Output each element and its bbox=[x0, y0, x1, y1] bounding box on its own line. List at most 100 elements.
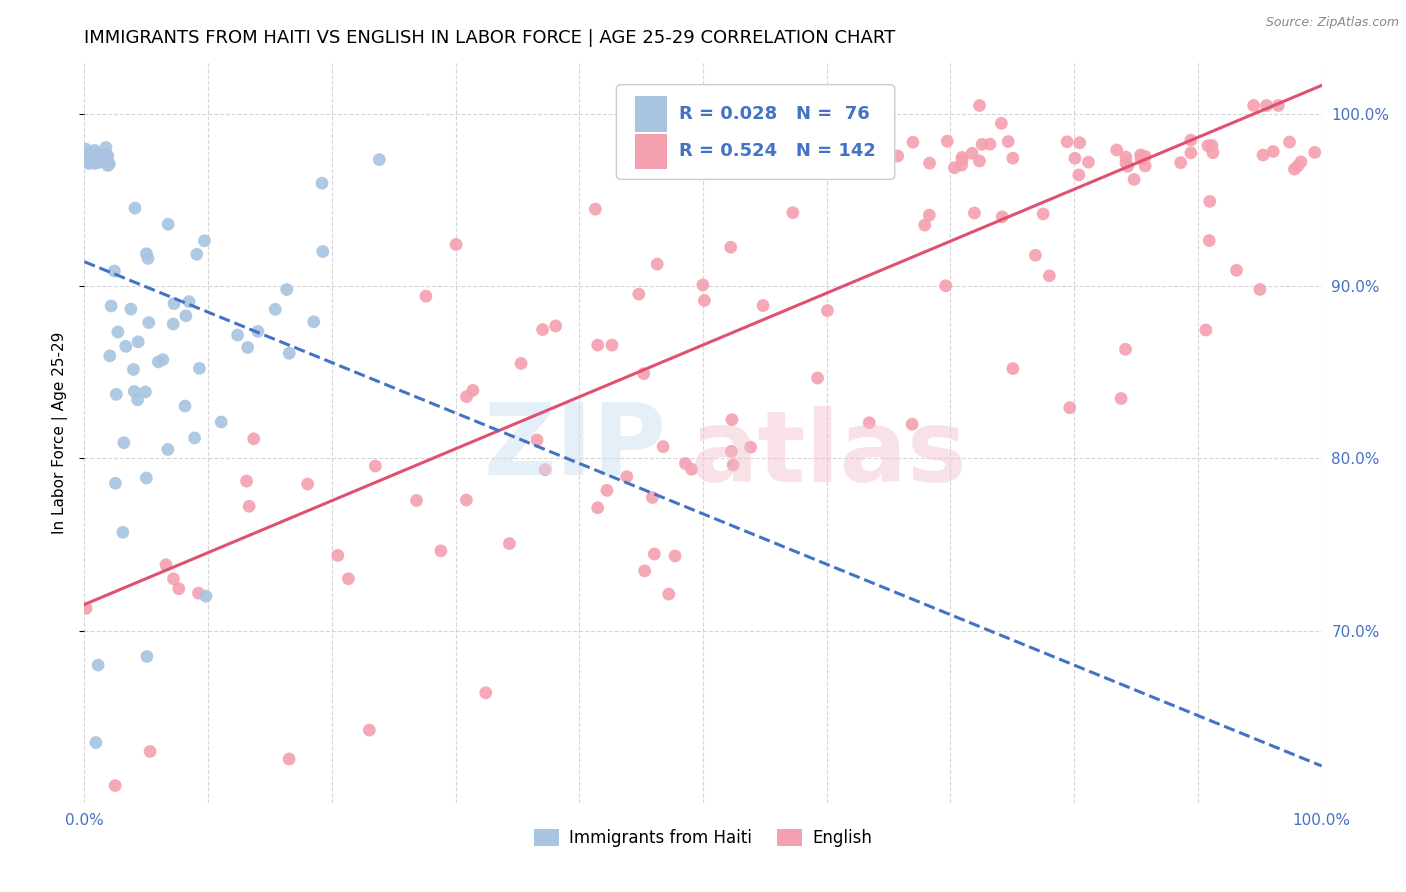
Point bbox=[124, 384, 146, 399]
Point bbox=[1123, 172, 1146, 186]
Point bbox=[114, 339, 136, 353]
Point bbox=[103, 264, 125, 278]
Point bbox=[643, 547, 665, 561]
Point bbox=[1115, 150, 1137, 164]
Point bbox=[162, 572, 184, 586]
Point bbox=[979, 137, 1001, 152]
Point bbox=[174, 399, 197, 413]
Point bbox=[936, 134, 959, 148]
Point bbox=[337, 572, 360, 586]
Point bbox=[98, 349, 121, 363]
Point bbox=[914, 218, 936, 232]
Point bbox=[86, 146, 108, 161]
Point bbox=[83, 144, 105, 158]
Point bbox=[943, 161, 966, 175]
Point bbox=[1135, 149, 1157, 163]
Point bbox=[1077, 155, 1099, 169]
Point bbox=[1067, 168, 1090, 182]
Point bbox=[156, 442, 179, 457]
Point bbox=[818, 149, 841, 163]
Point bbox=[311, 176, 333, 190]
Point bbox=[1284, 162, 1306, 177]
Point bbox=[950, 158, 973, 172]
Point bbox=[693, 293, 716, 308]
Point bbox=[1278, 135, 1301, 149]
Point bbox=[238, 500, 260, 514]
Point bbox=[162, 317, 184, 331]
Point bbox=[627, 287, 650, 301]
Point bbox=[790, 135, 813, 149]
Point bbox=[730, 136, 752, 150]
Point bbox=[969, 98, 991, 112]
Point bbox=[187, 586, 209, 600]
Point bbox=[817, 136, 839, 150]
Point bbox=[474, 686, 496, 700]
Point bbox=[991, 210, 1014, 224]
Point bbox=[87, 658, 110, 673]
Point bbox=[1202, 145, 1225, 160]
Point bbox=[1105, 143, 1128, 157]
Point bbox=[246, 324, 269, 338]
Text: Source: ZipAtlas.com: Source: ZipAtlas.com bbox=[1265, 16, 1399, 29]
Point bbox=[990, 116, 1012, 130]
Point bbox=[278, 346, 301, 360]
Point bbox=[174, 309, 197, 323]
Point bbox=[104, 476, 127, 491]
Point bbox=[152, 352, 174, 367]
Point bbox=[97, 158, 120, 172]
Point bbox=[157, 217, 180, 231]
Point bbox=[76, 149, 98, 163]
Point bbox=[792, 134, 814, 148]
Point bbox=[75, 146, 97, 161]
Point bbox=[544, 318, 567, 333]
Point bbox=[720, 240, 742, 254]
Point bbox=[969, 153, 991, 168]
Point bbox=[415, 289, 437, 303]
Point bbox=[876, 155, 898, 169]
Point bbox=[935, 278, 957, 293]
Point bbox=[456, 493, 478, 508]
Point bbox=[1056, 135, 1078, 149]
Point bbox=[97, 149, 120, 163]
Point bbox=[918, 156, 941, 170]
Point bbox=[752, 299, 775, 313]
Text: IMMIGRANTS FROM HAITI VS ENGLISH IN LABOR FORCE | AGE 25-29 CORRELATION CHART: IMMIGRANTS FROM HAITI VS ENGLISH IN LABO… bbox=[84, 29, 896, 47]
Point bbox=[1243, 98, 1265, 112]
Point bbox=[135, 649, 157, 664]
Point bbox=[76, 149, 98, 163]
Point bbox=[863, 151, 886, 165]
Point bbox=[1251, 148, 1274, 162]
Point bbox=[183, 431, 205, 445]
Point bbox=[1109, 392, 1132, 406]
Point bbox=[264, 302, 287, 317]
Point bbox=[740, 440, 762, 454]
Point bbox=[1001, 151, 1024, 165]
Point bbox=[1303, 145, 1326, 160]
Point bbox=[193, 234, 215, 248]
Point bbox=[297, 477, 319, 491]
Point bbox=[1197, 138, 1219, 153]
Point bbox=[960, 146, 983, 161]
Point bbox=[782, 205, 804, 219]
Point bbox=[586, 338, 609, 352]
Point bbox=[918, 208, 941, 222]
Legend: Immigrants from Haiti, English: Immigrants from Haiti, English bbox=[527, 822, 879, 854]
Point bbox=[658, 587, 681, 601]
Point bbox=[177, 294, 200, 309]
Point bbox=[236, 341, 259, 355]
Point bbox=[405, 493, 427, 508]
Point bbox=[1289, 155, 1312, 169]
Point bbox=[633, 154, 655, 169]
Point bbox=[163, 296, 186, 310]
Point bbox=[107, 325, 129, 339]
Point bbox=[997, 135, 1019, 149]
Point bbox=[84, 735, 107, 749]
Point bbox=[111, 525, 134, 540]
Point bbox=[89, 155, 111, 169]
Point bbox=[1064, 151, 1087, 165]
Point bbox=[312, 244, 335, 259]
Point bbox=[96, 147, 118, 161]
Point bbox=[1032, 207, 1054, 221]
Point bbox=[84, 155, 107, 169]
Point bbox=[1195, 323, 1218, 337]
